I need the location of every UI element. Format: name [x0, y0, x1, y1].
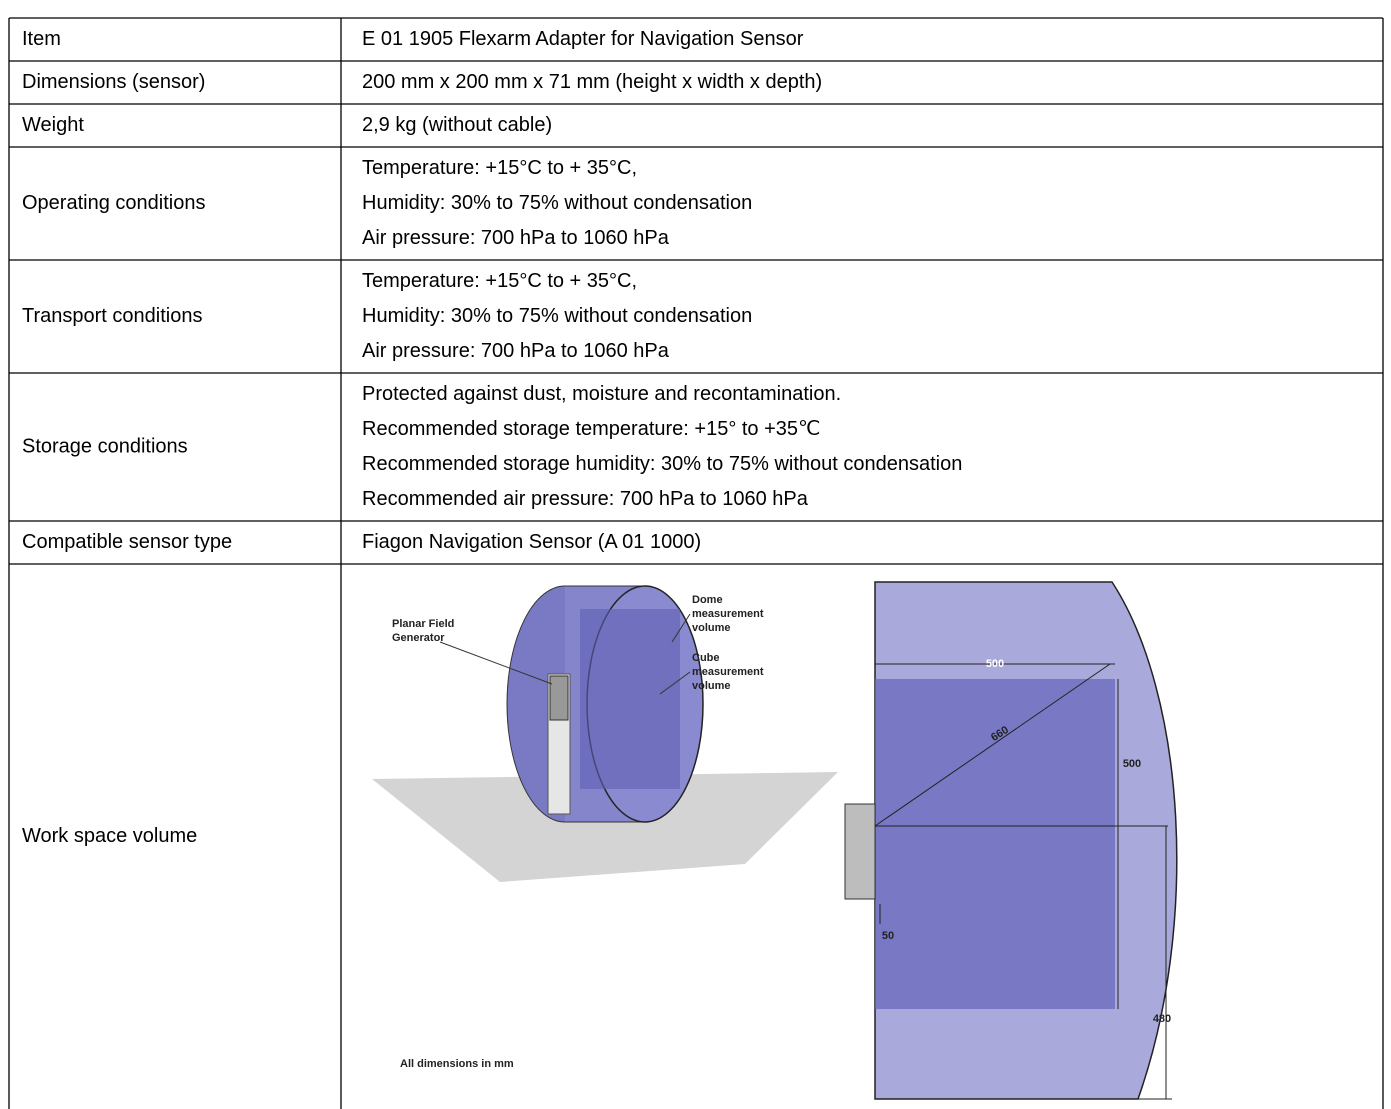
dimension-label: 480 — [1153, 1013, 1171, 1025]
row-label: Operating conditions — [22, 192, 205, 214]
row-value: Humidity: 30% to 75% without condensatio… — [362, 305, 752, 327]
row-value: Recommended air pressure: 700 hPa to 106… — [362, 488, 809, 510]
side-view-cube — [875, 679, 1115, 1009]
leader-line — [439, 641, 553, 685]
workspace-figure: Planar Field Generator Dome measurement … — [372, 581, 1178, 1100]
dimension-label: 500 — [1123, 758, 1141, 770]
figure-label: Generator — [392, 632, 445, 644]
figure-label: Planar Field — [392, 618, 454, 630]
leader-line — [671, 613, 691, 643]
row-label: Weight — [22, 114, 84, 136]
row-value: E 01 1905 Flexarm Adapter for Navigation… — [362, 28, 804, 50]
ground-plane — [372, 772, 838, 882]
row-value: Air pressure: 700 hPa to 1060 hPa — [362, 227, 670, 249]
row-label: Compatible sensor type — [22, 531, 232, 553]
side-view-generator — [844, 803, 876, 900]
row-label: Item — [22, 28, 61, 50]
figure-label: volume — [692, 680, 731, 692]
figure-label: Cube — [692, 652, 720, 664]
dimension-label: 500 — [986, 658, 1004, 670]
figure-label: measurement — [692, 608, 764, 620]
row-value: Temperature: +15°C to + 35°C, — [362, 270, 637, 292]
row-value: Fiagon Navigation Sensor (A 01 1000) — [362, 531, 701, 553]
row-value: 2,9 kg (without cable) — [362, 114, 552, 136]
row-value: Protected against dust, moisture and rec… — [362, 383, 841, 405]
row-label: Storage conditions — [22, 435, 188, 457]
row-value: Recommended storage temperature: +15° to… — [362, 418, 821, 440]
row-value: Air pressure: 700 hPa to 1060 hPa — [362, 340, 670, 362]
row-label: Transport conditions — [22, 305, 202, 327]
dimension-line — [874, 663, 1111, 827]
row-label: Dimensions (sensor) — [22, 71, 205, 93]
figure-label: measurement — [692, 666, 764, 678]
row-label: Work space volume — [22, 825, 197, 847]
row-value: Temperature: +15°C to + 35°C, — [362, 157, 637, 179]
generator-box — [549, 675, 569, 721]
leader-line — [659, 671, 691, 695]
row-value: 200 mm x 200 mm x 71 mm (height x width … — [362, 71, 822, 93]
figure-label: volume — [692, 622, 731, 634]
row-value: Humidity: 30% to 75% without condensatio… — [362, 192, 752, 214]
cube-volume — [580, 609, 680, 789]
figure-note: All dimensions in mm — [400, 1058, 514, 1070]
dimension-label: 50 — [882, 930, 894, 942]
figure-label: Dome — [692, 594, 723, 606]
row-value: Recommended storage humidity: 30% to 75%… — [362, 453, 962, 475]
